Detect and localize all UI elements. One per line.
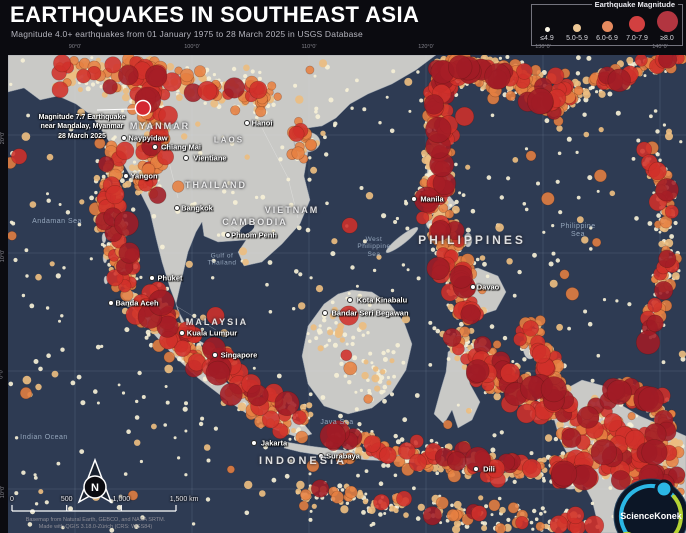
- legend-class-label: 6.0-6.9: [596, 35, 618, 42]
- city-marker: [152, 144, 158, 150]
- magnitude-legend: Earthquake Magnitude ≤4.9 5.0-5.9 6.0-6.9 7…: [531, 0, 683, 46]
- earthquake-dots: [8, 55, 686, 533]
- city-label: Banda Aceh: [115, 298, 159, 308]
- legend-class-swatch: [601, 21, 613, 32]
- mandalay-quake-annotation: Magnitude 7.7 Earthquake near Mandalay, M…: [38, 114, 126, 140]
- sea-label: Gulf of Thailand: [207, 252, 237, 267]
- country-label-indonesia: INDONESIA: [258, 455, 348, 467]
- country-label-myanmar: MYANMAR: [129, 121, 191, 131]
- grid-label-latitude: 10°0': [0, 485, 7, 499]
- grid-label-longitude: 110°0': [301, 44, 317, 50]
- legend-class-swatch: [544, 27, 550, 32]
- country-label-vietnam: VIETNAM: [264, 205, 320, 215]
- grid-label-longitude: 90°0': [68, 44, 82, 50]
- grid-label-longitude: 100°0': [184, 44, 200, 50]
- city-label: Phnom Penh: [231, 230, 277, 240]
- legend-class-swatch: [629, 16, 645, 32]
- legend-class-swatch: [573, 24, 581, 32]
- legend-class-label: ≥8.0: [660, 35, 674, 42]
- country-label-philippines: PHILIPPINES: [418, 233, 526, 247]
- city-label: Vientiane: [193, 153, 227, 163]
- legend-item: ≥8.0: [652, 11, 682, 42]
- legend-item: 6.0-6.9: [592, 11, 622, 42]
- grid-label-latitude: 20°0': [0, 131, 7, 145]
- tonle-sap-lake: [239, 223, 255, 235]
- legend-items: ≤4.9 5.0-5.9 6.0-6.9 7.0-7.9 ≥8.0: [532, 11, 682, 42]
- legend-class-label: ≤4.9: [540, 35, 554, 42]
- city-label: Jakarta: [260, 438, 288, 448]
- city-marker: [243, 120, 250, 126]
- city-label: Kuala Lumpur: [186, 328, 238, 338]
- compass-scalebar-graphics: N: [11, 457, 177, 512]
- city-marker: [123, 173, 130, 179]
- city-label: Bangkok: [181, 203, 213, 213]
- header-bar: EARTHQUAKES IN SOUTHEAST ASIA Magnitude …: [0, 0, 686, 55]
- city-marker: [108, 300, 114, 306]
- legend-title: Earthquake Magnitude: [591, 0, 678, 9]
- scalebar-tick-label: 1,500 km: [169, 496, 199, 503]
- page-title: EARTHQUAKES IN SOUTHEAST ASIA: [10, 2, 420, 27]
- city-label: Yangon: [130, 171, 158, 181]
- grid-label-latitude: 10°0': [0, 249, 7, 263]
- city-label: Dili: [483, 464, 495, 474]
- city-marker: [469, 284, 476, 290]
- city-marker: [411, 196, 418, 202]
- city-marker: [121, 135, 128, 141]
- sea-label: Java Sea: [320, 418, 354, 426]
- sea-label: Philippine Sea: [560, 222, 596, 238]
- legend-item: ≤4.9: [532, 11, 562, 42]
- city-marker: [251, 440, 258, 446]
- scalebar-tick-label: 1,000: [112, 496, 131, 503]
- city-marker: [149, 275, 156, 281]
- city-label: Davao: [476, 282, 500, 292]
- landmasses: N ScienceKonek: [8, 55, 686, 533]
- legend-item: 5.0-5.9: [562, 11, 592, 42]
- country-label-laos: LAOS: [213, 135, 245, 145]
- city-label: Singapore: [220, 350, 258, 360]
- sciencekonek-logo: ScienceKonek: [613, 478, 686, 533]
- city-marker: [472, 466, 479, 472]
- country-label-malaysia: MALAYSIA: [185, 317, 249, 327]
- city-label: Surabaya: [326, 451, 360, 461]
- city-marker: [178, 330, 185, 336]
- city-marker: [346, 297, 353, 303]
- city-label: Phuket: [157, 273, 183, 283]
- grid-label-latitude: 0°0': [0, 369, 5, 379]
- city-marker: [174, 205, 181, 211]
- sea-label: Andaman Sea: [32, 217, 82, 225]
- city-marker: [225, 232, 231, 238]
- grid-label-longitude: 120°0': [418, 44, 434, 50]
- scalebar-tick-label: 0: [10, 496, 14, 503]
- legend-class-swatch: [656, 11, 678, 32]
- city-marker: [212, 352, 219, 358]
- grid-label-longitude: 140°0': [652, 44, 668, 50]
- legend-item: 7.0-7.9: [622, 11, 652, 42]
- sea-label: West Philippine Sea: [357, 235, 391, 258]
- attribution-text: Basemap from Natural Earth, GEBCO, and N…: [25, 517, 166, 531]
- legend-class-label: 7.0-7.9: [626, 35, 648, 42]
- city-marker: [183, 155, 190, 161]
- page-subtitle: Magnitude 4.0+ earthquakes from 01 Janua…: [11, 29, 363, 39]
- scalebar-tick-label: 500: [60, 496, 73, 503]
- sea-label: Indian Ocean: [20, 433, 68, 441]
- city-label: Kota Kinabalu: [356, 295, 408, 305]
- city-marker: [322, 310, 329, 316]
- city-label: Chiang Mai: [160, 142, 202, 152]
- country-label-cambodia: CAMBODIA: [222, 217, 288, 227]
- city-label: Hanoi: [251, 118, 273, 128]
- svg-text:N: N: [91, 482, 99, 494]
- city-label: Bandar Seri Begawan: [331, 308, 409, 318]
- city-label: Naypyidaw: [128, 133, 168, 143]
- svg-text:ScienceKonek: ScienceKonek: [620, 511, 683, 521]
- city-label: Manila: [420, 194, 444, 204]
- grid-label-longitude: 130°0': [535, 44, 551, 50]
- country-label-thailand: THAILAND: [185, 180, 247, 190]
- legend-class-label: 5.0-5.9: [566, 35, 588, 42]
- city-marker: [318, 453, 325, 459]
- annotation-marker: [96, 99, 152, 117]
